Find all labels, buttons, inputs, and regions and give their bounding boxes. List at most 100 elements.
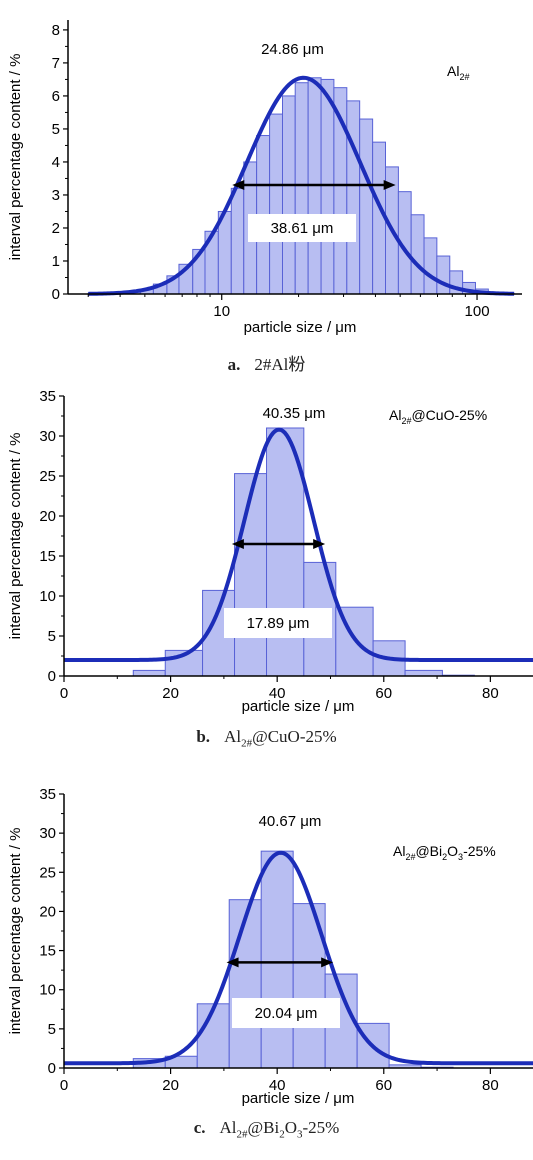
bar-a-11: [230, 187, 245, 295]
y-tick-label-c-0: 0: [48, 1060, 56, 1077]
legend-sub-c: 2#: [405, 852, 415, 862]
y-tick-label-a-3: 3: [52, 187, 60, 204]
peak-label-box-b: [236, 400, 352, 426]
caption-rest-c4: 3: [296, 1128, 303, 1141]
fwhm-label-b: 17.89 μm: [247, 615, 310, 632]
legend-sub-a: 2#: [459, 72, 469, 82]
bar-a-18: [320, 78, 335, 295]
chart-panel-c: 0 5 10 15 20 25 30 35 0 20 40 60 80 particle size / μ…: [0, 770, 533, 1160]
y-axis-title-c: interval percentage content / %: [7, 828, 24, 1035]
legend-base-a: Al: [447, 63, 459, 79]
y-tick-label-a-7: 7: [52, 55, 60, 72]
y-tick-label-a-6: 6: [52, 88, 60, 105]
chart-panel-a: 0 1 2 3 4 5 6 7 8 10 100 particle size / μm interval…: [0, 0, 533, 380]
y-tick-label-c-4: 20: [39, 903, 56, 920]
caption-rest-b: @CuO-25%: [252, 727, 337, 746]
y-axis-title-b: interval percentage content / %: [7, 433, 24, 640]
y-tick-label-c-6: 30: [39, 825, 56, 842]
legend-base-c: Al: [393, 843, 405, 859]
x-axis-title-a: particle size / μm: [244, 319, 357, 336]
fit-curve-b: [63, 427, 533, 662]
x-tick-label-b-3: 60: [375, 685, 392, 702]
caption-rest-c2: 2: [279, 1128, 285, 1141]
legend-rest-part-c-0: @Bi: [415, 843, 442, 859]
bars-c: [132, 850, 454, 1069]
legend-sub-b: 2#: [401, 416, 411, 426]
bar-a-15: [281, 95, 296, 295]
fwhm-label-a: 38.61 μm: [271, 220, 334, 237]
y-tick-label-b-2: 10: [39, 588, 56, 605]
caption-rest-c5: -25%: [302, 1118, 340, 1137]
caption-a: a. 2#Al粉: [0, 350, 533, 375]
legend-base-b: Al: [389, 407, 401, 423]
legend-label-c: Al2#@Bi2O3-25%: [393, 843, 496, 862]
y-tick-label-b-0: 0: [48, 668, 56, 685]
y-tick-label-c-3: 15: [39, 943, 56, 960]
peak-label-b: 40.35 μm: [263, 405, 326, 422]
peak-label-box-c: [232, 808, 348, 834]
y-tick-label-b-4: 20: [39, 508, 56, 525]
y-tick-label-c-5: 25: [39, 864, 56, 881]
bar-b-0: [132, 669, 166, 677]
x-axis-title-c: particle size / μm: [242, 1090, 355, 1107]
fwhm-label-box-c: [232, 998, 340, 1028]
peak-label-c: 40.67 μm: [259, 813, 322, 830]
bars-b: [132, 427, 475, 677]
fit-curve-a: [87, 75, 515, 296]
fwhm-arrowhead-left-c: [226, 957, 239, 968]
caption-letter-a: a.: [227, 355, 241, 374]
y-axis-title-a: interval percentage content / %: [7, 54, 24, 261]
bar-a-26: [423, 237, 438, 295]
chart-panel-b: 0 5 10 15 20 25 30 35 0 20 40 60 80 particle size / μ…: [0, 380, 533, 770]
y-tick-label-a-2: 2: [52, 220, 60, 237]
legend-rest-part-c-3: 3: [458, 852, 463, 862]
histogram-chart-b: 0 5 10 15 20 25 30 35 0 20 40 60 80 particle size / μ…: [7, 388, 533, 715]
fwhm-arrowhead-right-c: [321, 957, 334, 968]
caption-letter-b: b.: [196, 727, 211, 746]
fwhm-label-box-a: [248, 214, 356, 242]
caption-c: c. Al2#@Bi2O3-25%: [0, 1118, 533, 1140]
bar-a-25: [410, 214, 425, 295]
bar-c-3: [228, 899, 262, 1069]
y-tick-label-b-7: 35: [39, 388, 56, 405]
x-tick-label-c-3: 60: [375, 1077, 392, 1094]
bar-a-27: [436, 255, 451, 295]
y-tick-label-c-1: 5: [48, 1021, 56, 1038]
legend-rest-b: @CuO-25%: [411, 407, 487, 423]
y-tick-label-c-2: 10: [39, 982, 56, 999]
caption-b: b. Al2#@CuO-25%: [0, 727, 533, 749]
y-tick-label-b-1: 5: [48, 628, 56, 645]
legend-rest-part-c-2: O: [447, 843, 458, 859]
y-tick-label-b-3: 15: [39, 548, 56, 565]
legend-rest-part-c-4: -25%: [463, 843, 496, 859]
caption-letter-c: c.: [193, 1118, 206, 1137]
x-tick-label-b-2: 40: [269, 685, 286, 702]
x-tick-label-c-2: 40: [269, 1077, 286, 1094]
x-tick-label-c-1: 20: [162, 1077, 179, 1094]
y-tick-label-b-6: 30: [39, 428, 56, 445]
caption-rest-c1: @Bi: [247, 1118, 280, 1137]
fwhm-arrowhead-right-a: [383, 180, 396, 191]
caption-sub-c: 2#: [236, 1128, 248, 1141]
x-tick-label-b-0: 0: [60, 685, 68, 702]
bar-a-21: [359, 118, 374, 295]
bar-a-14: [269, 113, 283, 295]
legend-label-a: Al2#: [447, 63, 469, 82]
caption-sub-b: 2#: [241, 737, 253, 750]
peak-label-a: 24.86 μm: [261, 41, 324, 58]
x-tick-label-c-0: 0: [60, 1077, 68, 1094]
fwhm-arrowhead-right-b: [313, 539, 326, 549]
legend-rest-part-c-1: 2: [442, 852, 447, 862]
y-tick-label-a-0: 0: [52, 286, 60, 303]
fwhm-label-box-b: [224, 608, 332, 638]
histogram-chart-c: 0 5 10 15 20 25 30 35 0 20 40 60 80 particle size / μ…: [7, 786, 533, 1107]
y-tick-label-a-8: 8: [52, 22, 60, 39]
x-tick-label-c-4: 80: [482, 1077, 499, 1094]
bar-a-20: [346, 100, 361, 295]
bar-b-3: [234, 473, 268, 677]
y-tick-label-c-7: 35: [39, 786, 56, 803]
x-axis-title-b: particle size / μm: [242, 698, 355, 715]
x-tick-label-b-1: 20: [162, 685, 179, 702]
legend-label-b: Al2#@CuO-25%: [389, 407, 487, 426]
fit-curve-c: [63, 850, 533, 1066]
